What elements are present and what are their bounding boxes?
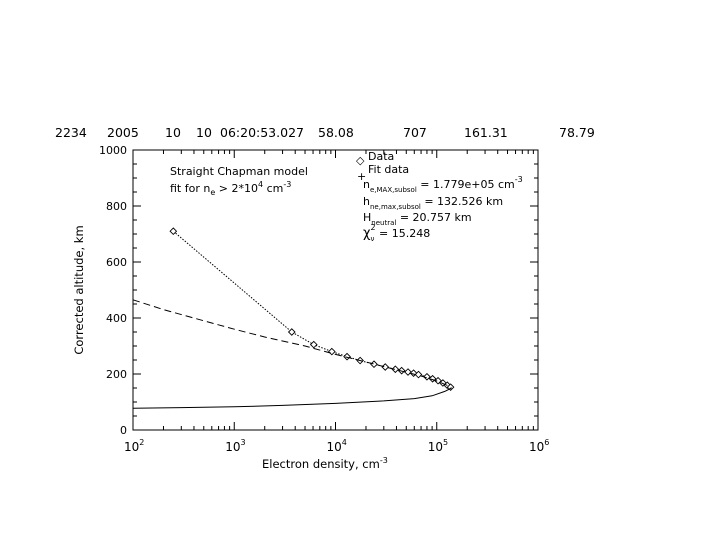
data-point-diamond xyxy=(391,365,400,374)
data-point-diamond xyxy=(434,376,442,385)
param-hmax-sub: ne,max,subsol xyxy=(370,203,421,211)
y-axis-title: Corrected altitude, km xyxy=(72,225,86,354)
header-field-value-4: 78.79 xyxy=(559,125,595,140)
x-tick-label: 102 xyxy=(124,438,144,454)
legend-data-symbol: ◇ xyxy=(356,154,365,167)
axis-ticks xyxy=(132,149,539,431)
data-point-diamond xyxy=(309,340,318,349)
header-field-day: 10 xyxy=(196,125,212,140)
series-group xyxy=(132,227,455,409)
x-tick-label-exp: 3 xyxy=(241,438,246,447)
y-tick-label: 800 xyxy=(106,200,127,213)
x-tick-label-base: 10 xyxy=(327,440,342,454)
param-chi-label: χ xyxy=(363,226,371,241)
x-axis-title-sup: -3 xyxy=(380,456,388,465)
series-line-solid xyxy=(132,387,452,409)
y-tick-label: 0 xyxy=(120,424,127,437)
model-annotation-line1: Straight Chapman model xyxy=(170,165,308,178)
param-hmax-eq: = 132.526 km xyxy=(421,195,503,208)
legend-data-label: Data xyxy=(368,150,394,163)
data-point-diamond xyxy=(381,363,390,371)
data-point-diamond xyxy=(327,347,336,356)
x-tick-label: 104 xyxy=(327,438,347,454)
header-field-id: 2234 xyxy=(55,125,87,140)
model-annotation-mid: > 2*10 xyxy=(215,182,258,195)
param-hneutral: Hneutral = 20.757 km xyxy=(363,211,472,227)
param-nemax-label: n xyxy=(363,178,370,191)
x-tick-label-base: 10 xyxy=(428,440,443,454)
data-point-diamond xyxy=(423,372,431,381)
param-chi-sub: ν xyxy=(371,235,375,243)
series-line-dotted-with-diamonds xyxy=(172,230,451,388)
param-hmax: hne,max,subsol = 132.526 km xyxy=(363,195,503,211)
param-hneutral-eq: = 20.757 km xyxy=(396,211,471,224)
header-field-time: 06:20:53.027 xyxy=(220,125,304,140)
header-field-value-3: 161.31 xyxy=(464,125,508,140)
y-tick-label: 600 xyxy=(106,256,127,269)
legend-fit-label: Fit data xyxy=(368,163,409,176)
y-tick-label: 200 xyxy=(106,368,127,381)
header-field-year: 2005 xyxy=(107,125,139,140)
x-tick-label-base: 10 xyxy=(124,440,139,454)
x-tick-label: 103 xyxy=(225,438,245,454)
y-tick-label: 400 xyxy=(106,312,127,325)
x-axis-title-text: Electron density, cm xyxy=(262,457,380,471)
data-point-diamond xyxy=(404,368,412,376)
model-annotation: Straight Chapman model fit for ne > 2*10… xyxy=(170,165,308,197)
param-nemax-sup: -3 xyxy=(515,175,523,184)
y-tick-label: 1000 xyxy=(99,144,127,157)
param-hmax-label: h xyxy=(363,195,370,208)
x-tick-label-exp: 4 xyxy=(342,438,347,447)
data-point-diamond xyxy=(370,360,378,369)
header-field-month: 10 xyxy=(165,125,181,140)
param-nemax: ne,MAX,subsol = 1.779e+05 cm-3 xyxy=(363,175,523,194)
legend: ◇ Data + Fit data xyxy=(356,150,409,183)
x-tick-label: 106 xyxy=(529,438,549,454)
x-tick-label-exp: 6 xyxy=(544,438,549,447)
legend-fit-symbol: + xyxy=(357,170,366,183)
data-point-diamond xyxy=(287,328,296,336)
model-annotation-sub: e xyxy=(210,188,215,197)
x-tick-label-base: 10 xyxy=(529,440,544,454)
param-chi-sup: 2 xyxy=(370,223,375,232)
param-nemax-sub: e,MAX,subsol xyxy=(370,186,417,194)
param-nemax-eq: = 1.779e+05 cm xyxy=(417,178,515,191)
fit-parameters: ne,MAX,subsol = 1.779e+05 cm-3 hne,max,s… xyxy=(363,175,523,243)
data-point-diamond xyxy=(169,227,178,236)
data-point-diamond xyxy=(343,352,351,361)
param-chi: χν 2 = 15.248 xyxy=(363,223,430,243)
model-annotation-unit: cm xyxy=(263,182,283,195)
model-annotation-line2: fit for ne > 2*104 cm-3 xyxy=(170,180,291,197)
x-axis-title: Electron density, cm-3 xyxy=(262,456,388,471)
model-annotation-prefix: fit for n xyxy=(170,182,210,195)
header-field-value-1: 58.08 xyxy=(318,125,354,140)
x-tick-label: 105 xyxy=(428,438,448,454)
model-annotation-unit-sup: -3 xyxy=(283,180,291,189)
param-chi-eq: = 15.248 xyxy=(376,227,431,240)
series-line-dashed xyxy=(132,299,452,389)
model-annotation-sup: 4 xyxy=(258,180,263,189)
header-row: 2234 2005 10 10 06:20:53.027 58.08 707 1… xyxy=(55,125,595,140)
x-tick-label-base: 10 xyxy=(225,440,240,454)
header-field-value-2: 707 xyxy=(403,125,427,140)
x-tick-label-exp: 5 xyxy=(443,438,448,447)
x-tick-label-exp: 2 xyxy=(139,438,144,447)
param-hneutral-label: H xyxy=(363,211,371,224)
param-hneutral-sub: neutral xyxy=(371,219,396,227)
